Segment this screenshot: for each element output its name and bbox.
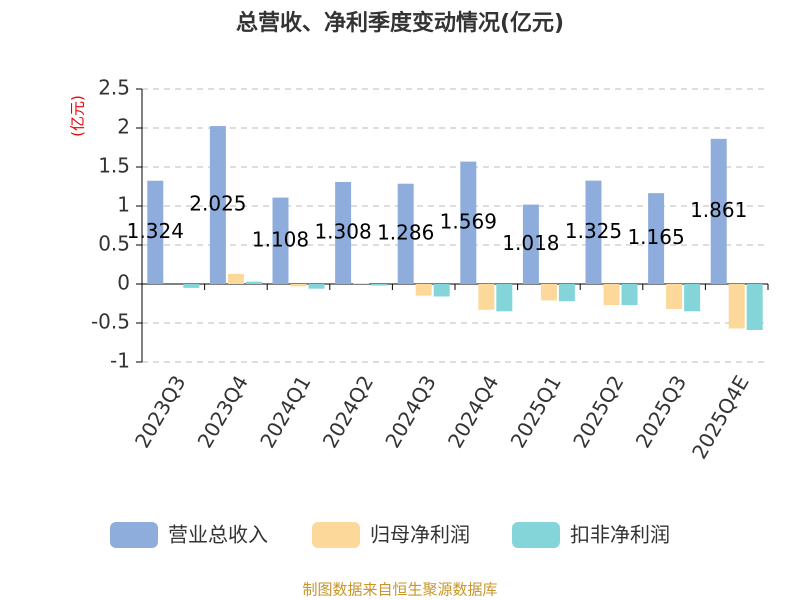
legend-label: 扣非净利润 xyxy=(570,523,670,547)
bar xyxy=(522,204,539,284)
bar xyxy=(666,284,683,309)
data-label: 1.324 xyxy=(127,219,184,243)
bar xyxy=(684,284,701,312)
data-label: 1.165 xyxy=(627,225,684,249)
source-note: 制图数据来自恒生聚源数据库 xyxy=(302,581,497,599)
bar xyxy=(227,273,244,284)
bar xyxy=(585,180,602,284)
bar xyxy=(397,183,414,284)
bar xyxy=(478,284,495,310)
bar xyxy=(621,284,638,306)
bar xyxy=(183,284,200,288)
data-label: 1.018 xyxy=(502,231,559,255)
data-label: 1.861 xyxy=(690,198,747,222)
bar xyxy=(460,161,477,284)
x-tick-label: 2025Q4E xyxy=(687,371,754,463)
x-tick-label: 2025Q1 xyxy=(506,371,566,452)
y-tick-label: 1.5 xyxy=(98,154,130,178)
y-tick-label: 0 xyxy=(117,271,130,295)
legend-label: 归母净利润 xyxy=(370,523,470,547)
y-tick-label: 2 xyxy=(117,115,130,139)
bar xyxy=(603,284,620,306)
chart-title: 总营收、净利季度变动情况(亿元) xyxy=(236,10,564,36)
legend-swatch xyxy=(312,522,360,548)
bar xyxy=(710,138,727,284)
bar xyxy=(746,284,763,331)
bar xyxy=(496,284,513,312)
bar xyxy=(433,284,450,297)
data-label: 1.569 xyxy=(440,209,497,233)
bar xyxy=(245,281,262,284)
bar xyxy=(371,284,388,286)
x-tick-label: 2023Q3 xyxy=(130,371,190,452)
bar xyxy=(353,283,370,284)
x-tick-label: 2024Q3 xyxy=(380,371,440,452)
bar xyxy=(728,284,745,329)
bar xyxy=(335,181,352,284)
data-label: 1.308 xyxy=(314,219,371,243)
bar xyxy=(290,284,307,287)
x-tick-label: 2025Q2 xyxy=(568,371,628,452)
y-tick-label: -0.5 xyxy=(91,310,130,334)
data-label: 1.108 xyxy=(252,227,309,251)
bar xyxy=(540,284,557,301)
y-axis-label: (亿元) xyxy=(69,95,87,137)
data-label: 1.325 xyxy=(565,219,622,243)
bar xyxy=(415,284,432,296)
data-label: 1.286 xyxy=(377,220,434,244)
bar xyxy=(648,193,665,284)
x-tick-label: 2024Q1 xyxy=(255,371,315,452)
x-tick-label: 2025Q3 xyxy=(631,371,691,452)
y-tick-label: 1 xyxy=(117,193,130,217)
legend-label: 营业总收入 xyxy=(168,523,268,547)
bar xyxy=(558,284,575,302)
bar xyxy=(209,126,226,284)
bar xyxy=(272,197,289,284)
x-tick-label: 2023Q4 xyxy=(193,371,253,452)
y-tick-label: 2.5 xyxy=(98,76,130,100)
legend-swatch xyxy=(110,522,158,548)
x-tick-label: 2024Q4 xyxy=(443,371,503,452)
legend-swatch xyxy=(512,522,560,548)
bar xyxy=(147,180,164,284)
y-tick-label: -1 xyxy=(110,349,130,373)
bar xyxy=(308,284,325,289)
data-label: 2.025 xyxy=(189,192,246,216)
y-tick-label: 0.5 xyxy=(98,232,130,256)
x-tick-label: 2024Q2 xyxy=(318,371,378,452)
